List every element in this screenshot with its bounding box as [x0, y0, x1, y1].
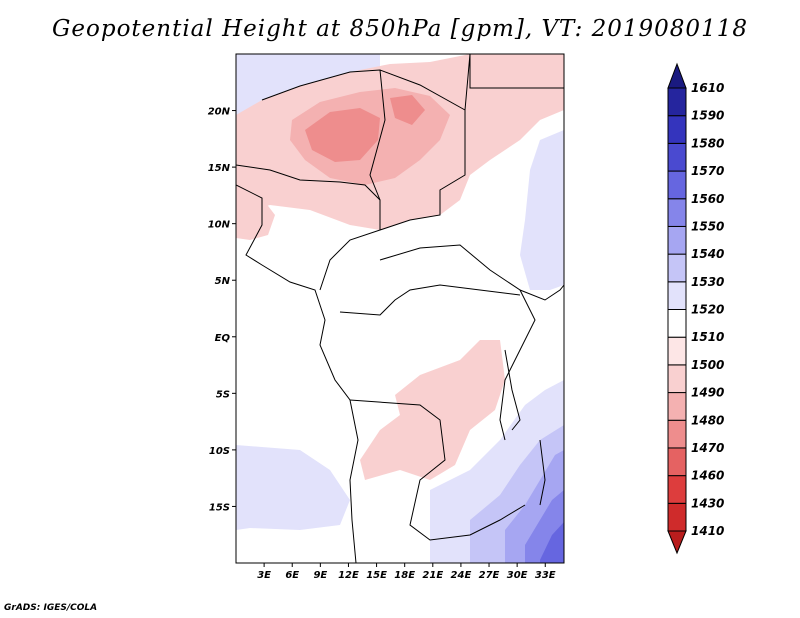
x-tick-label: 30E	[507, 570, 528, 581]
x-axis: 3E 6E 9E 12E 15E 18E 21E 24E 27E 30E 33E	[257, 563, 556, 581]
colorbar-label: 1430	[691, 496, 724, 510]
border-sahel	[236, 164, 381, 291]
colorbar-box	[667, 447, 687, 477]
colorbar-box	[667, 281, 687, 310]
colorbar-label: 1500	[691, 358, 724, 372]
colorbar-box	[667, 170, 687, 200]
y-tick-label: 15N	[208, 163, 231, 174]
region-high-central	[360, 340, 505, 480]
coastline-west	[236, 184, 359, 563]
y-axis: 20N 15N 10N 5N EQ 5S 10S 15S	[208, 107, 236, 513]
colorbar-label: 1410	[691, 524, 724, 538]
colorbar-box	[667, 87, 687, 117]
x-tick-label: 12E	[338, 570, 359, 581]
x-tick-label: 6E	[285, 570, 299, 581]
colorbar-label: 1590	[691, 109, 724, 123]
x-tick-label: 15E	[366, 570, 387, 581]
colorbar-box	[667, 336, 687, 366]
country-borders	[236, 54, 564, 563]
colorbar-label: 1540	[691, 247, 724, 261]
height-field	[236, 54, 564, 563]
colorbar-label: 1470	[691, 441, 724, 455]
colorbar-box	[667, 392, 687, 421]
colorbar-label: 1580	[691, 136, 724, 150]
border-central	[379, 244, 536, 441]
colorbar-box	[667, 364, 687, 394]
colorbar-label: 1460	[691, 469, 724, 483]
region-peak-core-2	[390, 95, 425, 125]
border-congo	[339, 284, 521, 316]
colorbar-label: 1530	[691, 275, 724, 289]
colorbar-label: 1570	[691, 164, 724, 178]
colorbar-box	[667, 419, 687, 449]
y-tick-label: 5N	[215, 276, 231, 287]
border-south	[349, 399, 526, 541]
colorbar-box	[667, 309, 687, 338]
x-tick-label: 9E	[313, 570, 327, 581]
colorbar-box	[667, 225, 687, 255]
x-tick-label: 33E	[535, 570, 556, 581]
colorbar-box	[667, 198, 687, 227]
region-low-southeast-5	[540, 522, 564, 563]
y-tick-label: 20N	[208, 107, 231, 118]
y-tick-label: 15S	[209, 502, 230, 513]
colorbar-label: 1480	[691, 413, 724, 427]
colorbar-label: 1550	[691, 219, 724, 233]
x-tick-label: 3E	[257, 570, 271, 581]
colorbar-box	[667, 502, 687, 532]
colorbar-box	[667, 253, 687, 283]
region-low-east	[520, 130, 564, 290]
x-tick-label: 27E	[479, 570, 500, 581]
y-tick-label: EQ	[215, 333, 231, 344]
colorbar-box	[667, 115, 687, 144]
lake-tanganyika	[504, 349, 521, 431]
colorbar-label: 1490	[691, 386, 724, 400]
x-tick-label: 21E	[422, 570, 443, 581]
border-chad	[369, 69, 466, 231]
x-tick-label: 24E	[451, 570, 472, 581]
x-tick-label: 18E	[394, 570, 415, 581]
colorbar-label: 1610	[691, 81, 724, 95]
colorbar-box	[667, 142, 687, 172]
region-low-west	[236, 445, 350, 530]
colorbar: 1410 1430 1460 1470 1480 1490 1500 1510 1520 1530…	[667, 62, 724, 555]
y-tick-label: 10S	[209, 446, 230, 457]
colorbar-max-arrow	[667, 62, 687, 89]
y-tick-label: 10N	[208, 220, 231, 231]
chart-title: Geopotential Height at 850hPa [gpm], VT:…	[52, 16, 748, 42]
lake-malawi	[539, 439, 546, 506]
grads-credit: GrADS: IGES/COLA	[4, 603, 98, 613]
map-frame	[235, 53, 565, 564]
border-east	[469, 54, 564, 301]
region-peak-core	[305, 108, 380, 162]
colorbar-min-arrow	[667, 530, 687, 555]
colorbar-label: 1510	[691, 330, 724, 344]
region-high-guinea	[236, 198, 275, 240]
colorbar-box	[667, 475, 687, 504]
colorbar-label: 1560	[691, 192, 724, 206]
colorbar-label: 1520	[691, 303, 724, 317]
y-tick-label: 5S	[216, 389, 230, 400]
